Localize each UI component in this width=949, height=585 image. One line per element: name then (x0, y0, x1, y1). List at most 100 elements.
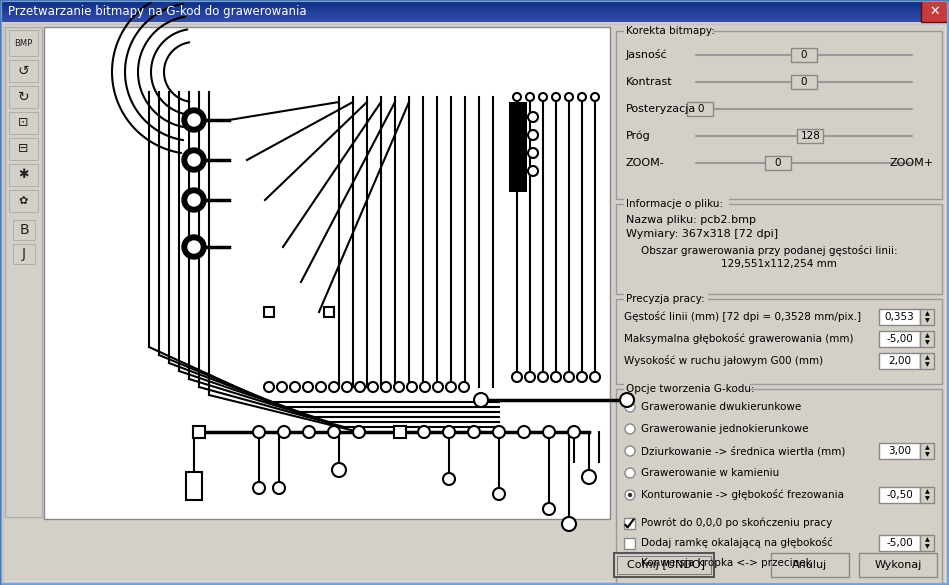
Text: Jasność: Jasność (626, 50, 668, 60)
Bar (920, 535, 934, 551)
Circle shape (539, 93, 547, 101)
Bar (624, 558, 635, 569)
Bar (859, 553, 937, 577)
Text: 128: 128 (801, 131, 821, 141)
Circle shape (468, 426, 480, 438)
Circle shape (543, 426, 555, 438)
Bar (624, 293, 708, 305)
Text: ▼: ▼ (924, 544, 929, 549)
Bar (0, 0, 921, 1)
Circle shape (625, 468, 635, 478)
Circle shape (188, 154, 200, 166)
Circle shape (273, 482, 285, 494)
Bar (13, 244, 35, 264)
Circle shape (625, 424, 635, 434)
Circle shape (253, 482, 265, 494)
Circle shape (278, 426, 290, 438)
Text: ▲: ▲ (924, 355, 929, 360)
Text: Gęstość linii (mm) [72 dpi = 0,3528 mm/pix.]: Gęstość linii (mm) [72 dpi = 0,3528 mm/p… (624, 311, 861, 322)
Text: ZOOM-: ZOOM- (626, 158, 664, 168)
Text: Nazwa pliku: pcb2.bmp: Nazwa pliku: pcb2.bmp (626, 215, 756, 225)
Text: 2,00: 2,00 (888, 356, 911, 366)
Circle shape (253, 426, 265, 438)
Bar (509, 102, 527, 192)
Circle shape (264, 382, 274, 392)
Bar (791, 75, 817, 89)
Circle shape (329, 382, 339, 392)
Bar (0, 7, 921, 8)
Text: Konturowanie -> głębokość frezowania: Konturowanie -> głębokość frezowania (641, 490, 844, 501)
Circle shape (316, 382, 326, 392)
Bar (44, 27, 610, 519)
Text: Grawerowanie jednokierunkowe: Grawerowanie jednokierunkowe (641, 424, 809, 434)
Circle shape (368, 382, 378, 392)
Bar (0, 14, 921, 15)
Circle shape (577, 372, 587, 382)
Bar (9, 112, 38, 134)
Bar (0, 13, 921, 14)
Circle shape (277, 382, 287, 392)
Circle shape (303, 382, 313, 392)
Text: Precyzja pracy:: Precyzja pracy: (626, 294, 705, 304)
Circle shape (525, 372, 535, 382)
Text: Obszar grawerowania przy podanej gęstości linii:: Obszar grawerowania przy podanej gęstośc… (641, 245, 898, 256)
Circle shape (528, 130, 538, 140)
Text: ↻: ↻ (18, 90, 29, 104)
Circle shape (474, 393, 488, 407)
Circle shape (188, 241, 200, 253)
Circle shape (182, 148, 206, 172)
Circle shape (493, 488, 505, 500)
Text: 0,353: 0,353 (884, 312, 915, 322)
Circle shape (303, 426, 315, 438)
Circle shape (394, 382, 404, 392)
Text: Opcje tworzenia G-kodu:: Opcje tworzenia G-kodu: (626, 384, 754, 394)
Text: Grawerowanie dwukierunkowe: Grawerowanie dwukierunkowe (641, 402, 801, 412)
Bar (879, 309, 920, 325)
Circle shape (513, 93, 521, 101)
Circle shape (552, 93, 560, 101)
Bar (0, 2, 921, 3)
Bar (0, 19, 921, 20)
Bar (5, 27, 42, 517)
Bar (394, 426, 406, 438)
Circle shape (182, 108, 206, 132)
Bar (9, 60, 38, 82)
Circle shape (407, 382, 417, 392)
Circle shape (433, 382, 443, 392)
Text: ▲: ▲ (924, 489, 929, 494)
Bar (624, 538, 635, 549)
Circle shape (443, 426, 455, 438)
Bar (797, 129, 824, 143)
Text: ▼: ▼ (924, 318, 929, 323)
Text: Wymiary: 367x318 [72 dpi]: Wymiary: 367x318 [72 dpi] (626, 229, 778, 239)
Bar (624, 25, 714, 37)
Circle shape (328, 426, 340, 438)
Bar (879, 487, 920, 503)
Text: ▲: ▲ (924, 537, 929, 542)
Text: Dodaj ramkę okalającą na głębokość: Dodaj ramkę okalającą na głębokość (641, 538, 833, 549)
Bar (264, 307, 274, 317)
Circle shape (182, 188, 206, 212)
Circle shape (355, 382, 365, 392)
Bar (9, 190, 38, 212)
Bar (614, 553, 714, 577)
Bar (0, 18, 921, 19)
Text: BMP: BMP (14, 39, 32, 47)
Text: ▼: ▼ (924, 340, 929, 345)
Circle shape (528, 148, 538, 158)
Text: Wykonaj: Wykonaj (874, 560, 921, 570)
Text: B: B (19, 223, 28, 237)
Circle shape (418, 426, 430, 438)
Text: Powrót do 0,0,0 po skończeniu pracy: Powrót do 0,0,0 po skończeniu pracy (641, 518, 832, 528)
Text: ↺: ↺ (18, 64, 29, 78)
Text: ✱: ✱ (18, 168, 28, 181)
Circle shape (628, 493, 632, 497)
Text: Grawerowanie w kamieniu: Grawerowanie w kamieniu (641, 468, 779, 478)
Bar (879, 535, 920, 551)
Text: 3,00: 3,00 (888, 446, 911, 456)
Circle shape (342, 382, 352, 392)
Text: -0,50: -0,50 (886, 490, 913, 500)
Text: -5,00: -5,00 (886, 538, 913, 548)
Circle shape (620, 393, 634, 407)
Text: ▲: ▲ (924, 311, 929, 316)
